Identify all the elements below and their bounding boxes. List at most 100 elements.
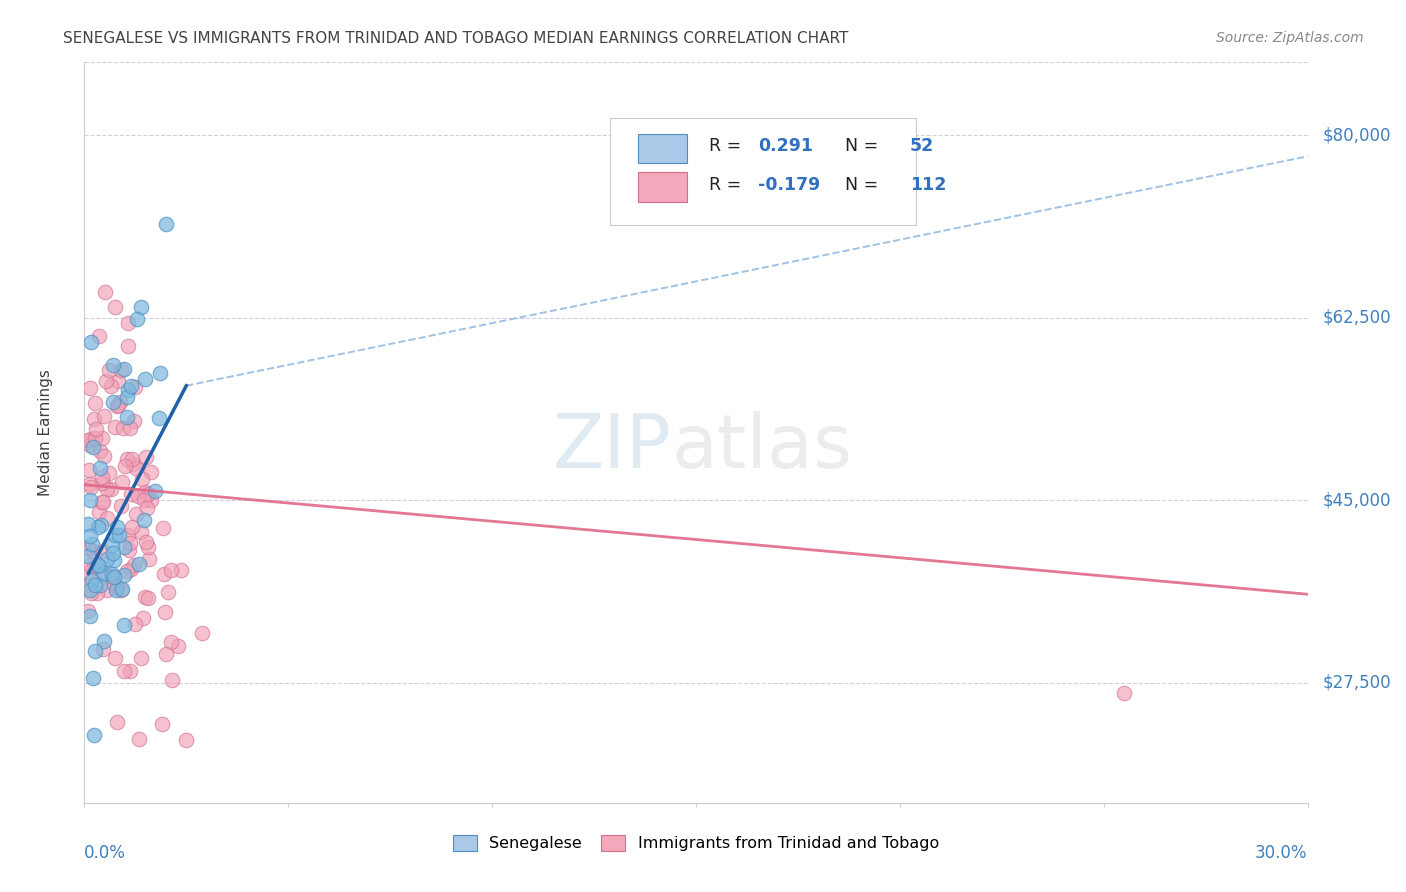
Point [89, 460, 111, 475]
Point [86, 520, 108, 534]
Point [80, 536, 103, 550]
Point [131, 471, 153, 485]
Point [139, 465, 162, 479]
Bar [638, 172, 688, 202]
Point [82, 560, 104, 574]
Point [84, 577, 107, 591]
Point [110, 363, 132, 377]
Point [110, 475, 132, 489]
Point [122, 457, 145, 471]
Bar [638, 134, 688, 163]
Point [129, 651, 152, 665]
Text: 30.0%: 30.0% [1256, 844, 1308, 862]
Point [112, 664, 135, 678]
Point [1114, 686, 1136, 700]
Point [110, 395, 132, 409]
Point [153, 606, 176, 620]
Point [103, 570, 125, 584]
Point [122, 414, 145, 428]
Text: ZIP: ZIP [553, 411, 672, 484]
Point [82, 544, 104, 558]
Point [105, 580, 128, 594]
Point [134, 590, 156, 604]
Point [104, 650, 127, 665]
Point [77, 578, 100, 592]
Point [125, 312, 148, 326]
Point [120, 379, 142, 393]
Point [80, 335, 103, 350]
Point [105, 714, 128, 729]
Point [91, 475, 114, 490]
Point [104, 301, 127, 315]
Point [128, 731, 150, 746]
Text: 0.0%: 0.0% [84, 844, 127, 862]
Text: atlas: atlas [672, 411, 852, 484]
Point [96, 511, 118, 525]
Point [160, 673, 183, 688]
Point [174, 733, 197, 747]
Point [156, 585, 179, 599]
Point [136, 487, 159, 501]
Text: $62,500: $62,500 [1322, 309, 1391, 326]
Point [132, 611, 155, 625]
Point [118, 420, 141, 434]
Point [152, 566, 174, 581]
Point [117, 528, 139, 542]
Point [77, 434, 100, 448]
Point [117, 383, 139, 397]
Point [100, 378, 122, 392]
Point [136, 541, 159, 555]
Point [115, 410, 138, 425]
Point [148, 411, 170, 425]
Point [77, 549, 100, 563]
Point [83, 728, 105, 742]
Point [120, 562, 142, 576]
Point [138, 552, 160, 566]
Point [120, 487, 142, 501]
Text: R =: R = [710, 137, 747, 155]
Point [136, 591, 159, 606]
Point [115, 390, 138, 404]
Point [134, 513, 156, 527]
Point [79, 381, 101, 395]
Point [104, 582, 127, 597]
Text: $80,000: $80,000 [1322, 127, 1391, 145]
Point [77, 541, 100, 555]
Text: Median Earnings: Median Earnings [38, 369, 52, 496]
Point [103, 358, 125, 372]
Point [93, 495, 115, 509]
Point [159, 635, 181, 649]
Point [100, 482, 122, 496]
Point [87, 505, 110, 519]
Point [125, 507, 148, 521]
Point [139, 492, 162, 507]
Point [82, 573, 104, 587]
Point [89, 444, 111, 458]
Point [155, 217, 177, 231]
Point [82, 440, 104, 454]
Point [110, 582, 132, 597]
Point [114, 540, 136, 554]
Point [84, 432, 107, 446]
Point [89, 559, 111, 574]
Point [135, 534, 157, 549]
Point [107, 520, 129, 534]
Point [87, 558, 110, 572]
Point [129, 525, 152, 540]
Point [94, 285, 117, 299]
Point [93, 450, 115, 464]
Point [79, 438, 101, 452]
Point [143, 484, 166, 499]
Legend: Senegalese, Immigrants from Trinidad and Tobago: Senegalese, Immigrants from Trinidad and… [446, 829, 946, 858]
Point [114, 458, 136, 473]
Point [112, 618, 135, 632]
Point [80, 432, 103, 446]
Point [80, 480, 103, 494]
Point [79, 558, 101, 573]
Point [107, 374, 129, 388]
Point [79, 583, 101, 598]
Text: $45,000: $45,000 [1322, 491, 1391, 509]
Point [136, 501, 159, 516]
Point [80, 585, 103, 599]
Point [107, 528, 129, 542]
